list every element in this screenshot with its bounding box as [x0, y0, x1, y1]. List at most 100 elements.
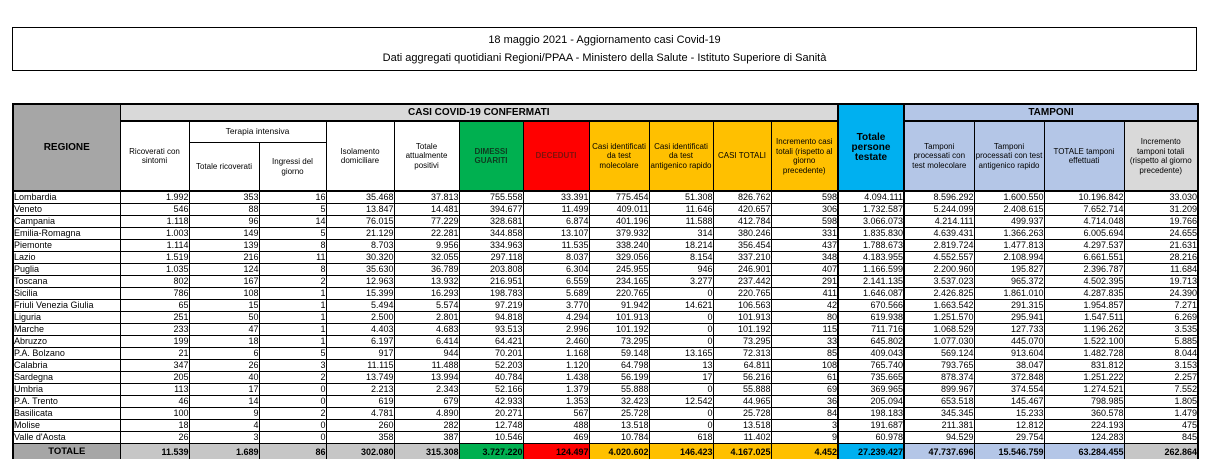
value-cell: 469 — [522, 430, 590, 444]
table-row: Basilicata 100 9 2 4.781 4.890 20.271 567 25.728… — [12, 406, 1199, 420]
value-cell: 56.199 — [588, 370, 650, 384]
value-cell: 380.246 — [712, 226, 772, 240]
total-value-cell: 4.167.025 — [712, 442, 772, 459]
value-cell: 216.951 — [458, 274, 524, 288]
value-cell: 8.037 — [522, 250, 590, 264]
value-cell: 69 — [770, 382, 839, 396]
value-cell: 220.765 — [588, 286, 650, 300]
value-cell: 224.193 — [1043, 418, 1125, 432]
value-cell: 1.168 — [522, 346, 590, 360]
header-tamponi-molecolare: Tamponi processati con test molecolare — [903, 120, 975, 192]
value-cell: 13.749 — [325, 370, 395, 384]
table-row: Valle d'Aosta 26 3 0 358 387 10.546 469 10.784 61… — [12, 430, 1199, 444]
value-cell: 211.381 — [903, 418, 975, 432]
value-cell: 411 — [770, 286, 839, 300]
value-cell: 9.956 — [393, 238, 460, 252]
region-cell: Calabria — [12, 358, 121, 372]
value-cell: 1.522.100 — [1043, 334, 1125, 348]
value-cell: 12.963 — [325, 274, 395, 288]
value-cell: 329.056 — [588, 250, 650, 264]
value-cell: 420.657 — [712, 202, 772, 216]
header-terapia-intensiva: Terapia intensiva — [188, 120, 327, 143]
value-cell: 2 — [258, 274, 327, 288]
value-cell: 5.574 — [393, 298, 460, 312]
value-cell: 475 — [1123, 418, 1199, 432]
value-cell: 291.315 — [973, 298, 1045, 312]
value-cell: 26 — [119, 430, 190, 444]
total-value-cell: 146.423 — [648, 442, 714, 459]
value-cell: 76.015 — [325, 214, 395, 228]
total-value-cell: 86 — [258, 442, 327, 459]
value-cell: 52.166 — [458, 382, 524, 396]
value-cell: 401.196 — [588, 214, 650, 228]
region-cell: Umbria — [12, 382, 121, 396]
value-cell: 2.426.825 — [903, 286, 975, 300]
header-incremento-tamponi: Incremento tamponi totali (rispetto al g… — [1123, 120, 1199, 192]
value-cell: 3 — [258, 358, 327, 372]
value-cell: 5.885 — [1123, 334, 1199, 348]
value-cell: 3.770 — [522, 298, 590, 312]
header-casi-test-antigenico: Casi identificati da test antigenico rap… — [648, 120, 714, 192]
value-cell: 1.482.728 — [1043, 346, 1125, 360]
header-incremento-casi: Incremento casi totali (rispetto al gior… — [770, 120, 839, 192]
value-cell: 679 — [393, 394, 460, 408]
value-cell: 251 — [119, 310, 190, 324]
table-row: Lombardia 1.992 353 16 35.468 37.813 755.558 33… — [12, 190, 1199, 204]
value-cell: 124 — [188, 262, 260, 276]
value-cell: 0 — [648, 286, 714, 300]
value-cell: 1.166.599 — [837, 262, 905, 276]
region-cell: Piemonte — [12, 238, 121, 252]
value-cell: 567 — [522, 406, 590, 420]
value-cell: 8.596.292 — [903, 190, 975, 204]
value-cell: 1.120 — [522, 358, 590, 372]
value-cell: 353 — [188, 190, 260, 204]
value-cell: 7.271 — [1123, 298, 1199, 312]
value-cell: 11.499 — [522, 202, 590, 216]
table-row: Puglia 1.035 124 8 35.630 36.789 203.808 6.304 2… — [12, 262, 1199, 276]
region-cell: P.A. Trento — [12, 394, 121, 408]
total-value-cell: 1.689 — [188, 442, 260, 459]
value-cell: 295.941 — [973, 310, 1045, 324]
value-cell: 1.477.813 — [973, 238, 1045, 252]
value-cell: 3.153 — [1123, 358, 1199, 372]
value-cell: 59.148 — [588, 346, 650, 360]
value-cell: 11.684 — [1123, 262, 1199, 276]
value-cell: 15.399 — [325, 286, 395, 300]
value-cell: 314 — [648, 226, 714, 240]
value-cell: 7.652.714 — [1043, 202, 1125, 216]
value-cell: 70.201 — [458, 346, 524, 360]
value-cell: 845 — [1123, 430, 1199, 444]
region-cell: Campania — [12, 214, 121, 228]
value-cell: 21 — [119, 346, 190, 360]
value-cell: 42 — [770, 298, 839, 312]
value-cell: 21.129 — [325, 226, 395, 240]
header-deceduti: DECEDUTI — [522, 120, 590, 192]
value-cell: 4.094.111 — [837, 190, 905, 204]
value-cell: 101.192 — [588, 322, 650, 336]
value-cell: 32.423 — [588, 394, 650, 408]
value-cell: 216 — [188, 250, 260, 264]
total-value-cell: 262.864 — [1123, 442, 1199, 459]
value-cell: 0 — [258, 418, 327, 432]
table-row: P.A. Trento 46 14 0 619 679 42.933 1.353 32.423 1… — [12, 394, 1199, 408]
value-cell: 2.141.135 — [837, 274, 905, 288]
total-value-cell: 3.727.220 — [458, 442, 524, 459]
value-cell: 55.888 — [588, 382, 650, 396]
value-cell: 1.600.550 — [973, 190, 1045, 204]
value-cell: 2 — [258, 370, 327, 384]
total-value-cell: 124.497 — [522, 442, 590, 459]
value-cell: 167 — [188, 274, 260, 288]
table-row: Friuli Venezia Giulia 65 15 1 5.494 5.574 97.2… — [12, 298, 1199, 312]
value-cell: 6 — [188, 346, 260, 360]
value-cell: 1.251.570 — [903, 310, 975, 324]
value-cell: 499.937 — [973, 214, 1045, 228]
value-cell: 1.068.529 — [903, 322, 975, 336]
table-row: P.A. Bolzano 21 6 5 917 944 70.201 1.168 59.148 1… — [12, 346, 1199, 360]
value-cell: 1.861.010 — [973, 286, 1045, 300]
value-cell: 205 — [119, 370, 190, 384]
value-cell: 72.313 — [712, 346, 772, 360]
value-cell: 21.631 — [1123, 238, 1199, 252]
value-cell: 569.124 — [903, 346, 975, 360]
value-cell: 546 — [119, 202, 190, 216]
value-cell: 2.213 — [325, 382, 395, 396]
